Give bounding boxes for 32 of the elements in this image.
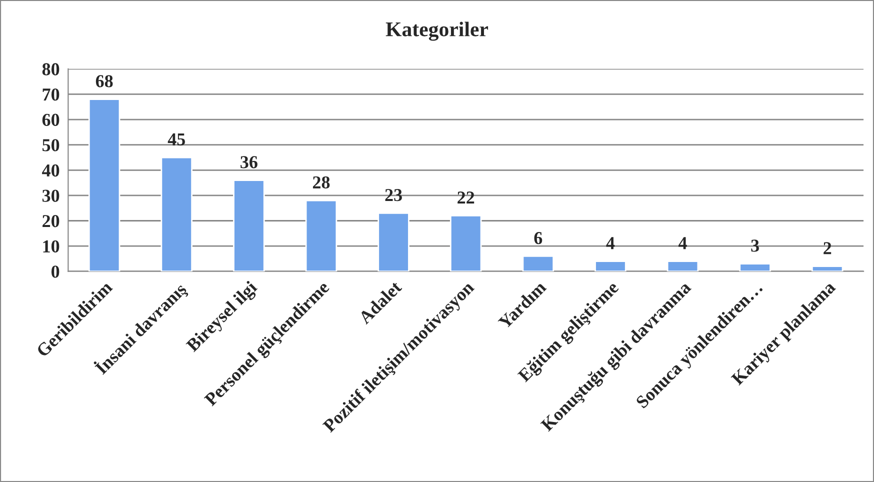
- bar: [666, 260, 699, 272]
- y-tick-label: 30: [42, 190, 60, 202]
- y-tick-label: 70: [42, 88, 60, 101]
- chart-title: Kategoriler: [386, 22, 488, 41]
- y-tick-label: 40: [42, 164, 60, 177]
- data-label: 28: [312, 176, 330, 189]
- data-label: 2: [824, 242, 832, 254]
- data-label: 23: [385, 189, 402, 202]
- y-tick-label: 80: [42, 63, 60, 76]
- data-label: 45: [168, 133, 185, 146]
- data-label: 22: [458, 192, 474, 204]
- data-label: 36: [240, 156, 258, 168]
- bar: [88, 98, 120, 272]
- bar: [305, 200, 338, 272]
- y-tick-label: 0: [52, 266, 60, 278]
- bar: [160, 156, 193, 272]
- y-tick-label: 50: [42, 139, 60, 152]
- bar: [811, 266, 844, 272]
- data-label: 4: [678, 237, 687, 250]
- bar: [594, 260, 626, 272]
- y-tick-label: 10: [43, 240, 60, 253]
- data-label: 6: [534, 232, 542, 244]
- data-label: 68: [96, 75, 113, 88]
- data-label: 4: [606, 237, 615, 250]
- bar: [233, 180, 265, 272]
- bar: [522, 255, 554, 272]
- y-tick-label: 60: [42, 114, 60, 126]
- data-label: 3: [751, 240, 759, 252]
- y-tick-label: 20: [42, 215, 60, 228]
- bar: [378, 212, 410, 272]
- bar: [450, 215, 482, 272]
- bar: [739, 263, 771, 272]
